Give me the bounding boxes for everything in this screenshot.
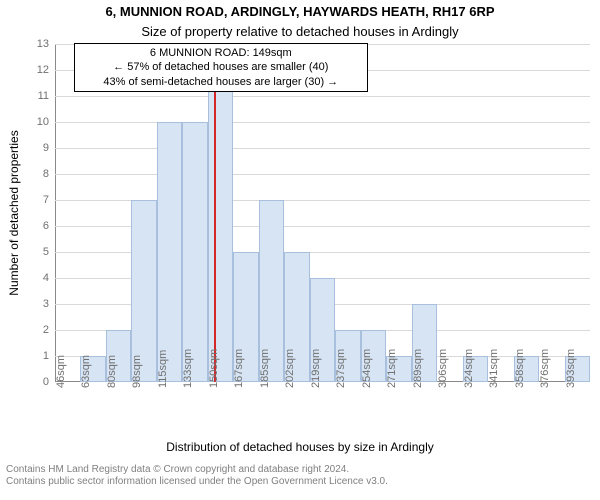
y-tick-label: 4	[19, 272, 49, 284]
annotation-line: 43% of semi-detached houses are larger (…	[81, 75, 361, 89]
histogram-bar	[182, 122, 207, 382]
y-tick-label: 12	[19, 64, 49, 76]
gridline	[55, 122, 590, 123]
y-tick-label: 11	[19, 90, 49, 102]
reference-line	[214, 44, 216, 382]
y-tick-label: 1	[19, 350, 49, 362]
gridline	[55, 148, 590, 149]
chart-title-main: 6, MUNNION ROAD, ARDINGLY, HAYWARDS HEAT…	[0, 4, 600, 19]
y-tick-label: 2	[19, 324, 49, 336]
annotation-line: ← 57% of detached houses are smaller (40…	[81, 60, 361, 74]
y-tick-label: 0	[19, 376, 49, 388]
plot-area: 6 MUNNION ROAD: 149sqm← 57% of detached …	[55, 44, 590, 382]
gridline	[55, 174, 590, 175]
footer-attribution: Contains HM Land Registry data © Crown c…	[6, 464, 594, 488]
chart-container: 6, MUNNION ROAD, ARDINGLY, HAYWARDS HEAT…	[0, 0, 600, 500]
footer-line-2: Contains public sector information licen…	[6, 476, 594, 488]
y-axis-line	[55, 44, 56, 382]
annotation-box: 6 MUNNION ROAD: 149sqm← 57% of detached …	[74, 43, 368, 92]
histogram-bar	[208, 70, 233, 382]
y-tick-label: 9	[19, 142, 49, 154]
y-tick-label: 13	[19, 38, 49, 50]
y-tick-label: 10	[19, 116, 49, 128]
y-tick-label: 7	[19, 194, 49, 206]
y-tick-label: 8	[19, 168, 49, 180]
gridline	[55, 96, 590, 97]
chart-title-sub: Size of property relative to detached ho…	[0, 24, 600, 39]
y-tick-label: 3	[19, 298, 49, 310]
y-tick-label: 5	[19, 246, 49, 258]
annotation-line: 6 MUNNION ROAD: 149sqm	[81, 46, 361, 60]
histogram-bar	[157, 122, 182, 382]
x-axis-title: Distribution of detached houses by size …	[0, 440, 600, 454]
y-tick-label: 6	[19, 220, 49, 232]
footer-line-1: Contains HM Land Registry data © Crown c…	[6, 464, 594, 476]
